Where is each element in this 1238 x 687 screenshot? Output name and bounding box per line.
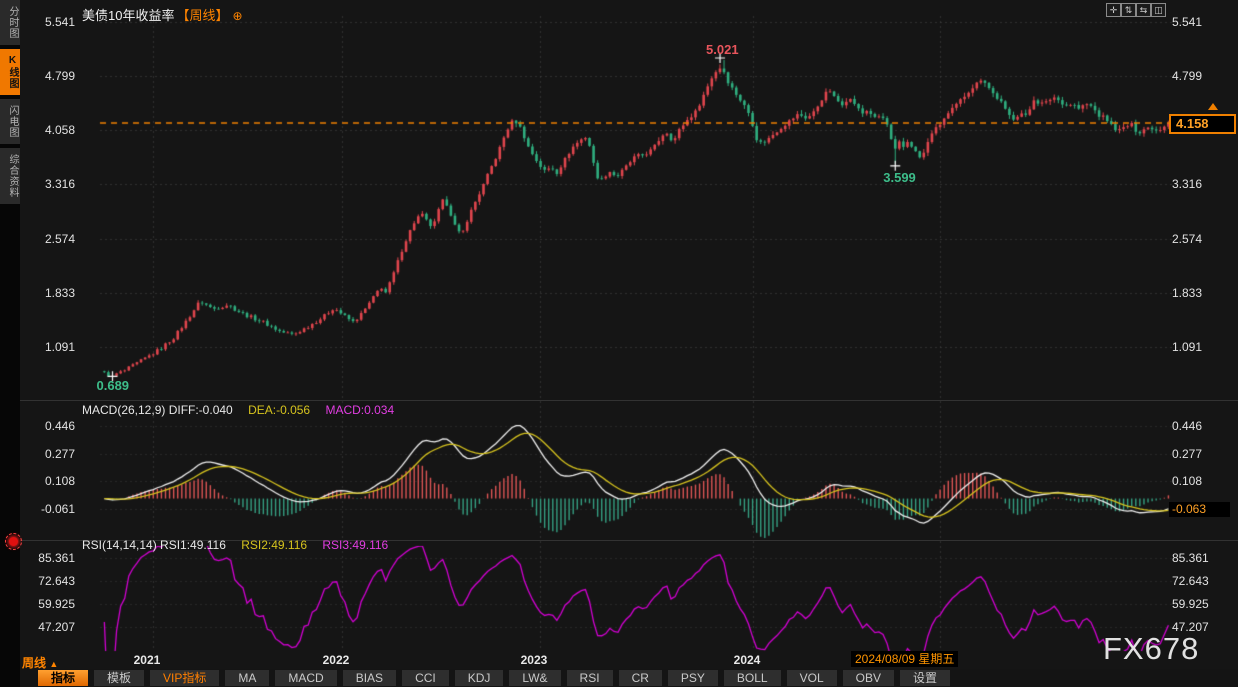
chart-type-sidebar: 分时图 K线图闪电图综合资料: [0, 0, 20, 687]
y-tick-label: 4.058: [44, 123, 75, 138]
y-tick-label: 0.446: [44, 419, 75, 433]
chart-root: [20, 0, 1238, 687]
last-price-box: 4.158: [1169, 114, 1236, 134]
period-mode-label: 【周线】: [176, 8, 229, 23]
y-tick-label: 0.108: [44, 474, 75, 488]
macd-diff-value: MACD(26,12,9) DIFF:-0.040: [82, 403, 233, 417]
chart-canvas[interactable]: [20, 0, 1238, 687]
y-tick-label: 3.316: [1172, 177, 1203, 192]
sidebar-item-K线图[interactable]: K线图: [0, 49, 20, 95]
toolbar-item-MACD[interactable]: MACD: [275, 670, 337, 686]
y-tick-label: 1.091: [44, 339, 75, 354]
x-axis-year-2024: 2024: [733, 653, 761, 667]
toolbar-item-VOL[interactable]: VOL: [786, 670, 837, 686]
x-axis-year-2023: 2023: [520, 653, 548, 667]
toolbar-item-OBV[interactable]: OBV: [842, 670, 894, 686]
price-up-arrow-icon: [1208, 103, 1218, 110]
panes-icon[interactable]: ◫: [1151, 3, 1166, 17]
macd-last-value-box: -0.063: [1169, 502, 1230, 517]
toolbar-item-LW&[interactable]: LW&: [509, 670, 561, 686]
toolbar-item-PSY[interactable]: PSY: [667, 670, 718, 686]
y-tick-label: 85.361: [1172, 551, 1209, 565]
add-compare-icon[interactable]: ⊕: [232, 9, 243, 23]
fx678-watermark: FX678: [1103, 631, 1200, 666]
fit-vertical-axis-icon[interactable]: ⇅: [1121, 3, 1136, 17]
toolbar-item-RSI[interactable]: RSI: [566, 670, 613, 686]
pan-crosshair-icon[interactable]: ✛: [1106, 3, 1121, 17]
cursor-date-box: 2024/08/09 星期五: [851, 651, 959, 667]
toolbar-item-指标[interactable]: 指标: [38, 670, 89, 686]
chart-title: 美债10年收益率 【周线】 ⊕: [82, 5, 243, 24]
panel-separator: [20, 540, 1238, 541]
x-axis-year-2021: 2021: [133, 653, 161, 667]
range-high-label: 5.021: [706, 41, 739, 57]
macd-dea-value: DEA:-0.056: [248, 403, 311, 417]
toolbar-item-CCI[interactable]: CCI: [402, 670, 449, 686]
toolbar-item-设置[interactable]: 设置: [899, 670, 950, 686]
toolbar-item-CR[interactable]: CR: [618, 670, 662, 686]
toolbar-item-KDJ[interactable]: KDJ: [454, 670, 504, 686]
y-tick-label: 59.925: [38, 597, 75, 611]
period-text: 周线: [22, 656, 47, 670]
y-tick-label: 4.799: [44, 69, 75, 84]
y-tick-label: 85.361: [38, 551, 75, 565]
sidebar-item-分时图[interactable]: 分时图: [0, 0, 20, 45]
alert-blink-icon[interactable]: [5, 533, 22, 550]
toolbar-item-MA[interactable]: MA: [225, 670, 270, 686]
y-tick-label: 1.091: [1172, 339, 1203, 354]
y-tick-label: 2.574: [1172, 231, 1203, 246]
y-tick-label: 4.799: [1172, 69, 1203, 84]
y-tick-label: 47.207: [1172, 620, 1209, 634]
y-tick-label: 1.833: [44, 285, 75, 300]
panel-separator: [20, 400, 1238, 401]
y-tick-label: 59.925: [1172, 597, 1209, 611]
y-tick-label: 0.446: [1172, 419, 1203, 433]
y-tick-label: 72.643: [1172, 574, 1209, 588]
cursor-price-label: 3.599: [883, 169, 916, 185]
y-tick-label: 47.207: [38, 620, 75, 634]
y-tick-label: -0.061: [40, 501, 75, 516]
indicator-toolbar: 指标 模板 VIP指标 MA MACD BIAS CCI KDJ LW& RSI CR PSY BOLL…: [20, 669, 1238, 687]
rsi3-value: RSI3:49.116: [322, 538, 389, 552]
x-axis-year-2022: 2022: [322, 653, 350, 667]
macd-header: MACD(26,12,9) DIFF:-0.040 DEA:-0.056 MAC…: [82, 403, 394, 417]
sidebar-item-综合资料[interactable]: 综合资料: [0, 148, 20, 204]
y-tick-label: 1.833: [1172, 285, 1203, 300]
y-tick-label: 0.108: [1172, 474, 1203, 488]
y-tick-label: 2.574: [44, 231, 75, 246]
toolbar-item-BIAS[interactable]: BIAS: [342, 670, 397, 686]
sidebar-item-闪电图[interactable]: 闪电图: [0, 99, 20, 144]
toolbar-item-VIP指标[interactable]: VIP指标: [150, 670, 220, 686]
toolbar-item-BOLL[interactable]: BOLL: [723, 670, 781, 686]
y-tick-label: 3.316: [44, 177, 75, 192]
chevron-up-icon: ▲: [49, 659, 59, 669]
rsi2-value: RSI2:49.116: [241, 538, 308, 552]
rsi1-value: RSI(14,14,14) RSI1:49.116: [82, 538, 226, 552]
fit-horizontal-axis-icon[interactable]: ⇆: [1136, 3, 1151, 17]
rsi-header: RSI(14,14,14) RSI1:49.116 RSI2:49.116 RS…: [82, 538, 388, 552]
y-tick-label: 0.277: [1172, 446, 1203, 461]
range-low-label: 0.689: [96, 378, 130, 394]
y-tick-label: 5.541: [44, 15, 75, 29]
toolbar-item-模板[interactable]: 模板: [94, 670, 145, 686]
y-tick-label: 5.541: [1172, 15, 1203, 29]
instrument-name: 美债10年收益率: [82, 8, 175, 23]
y-tick-label: 72.643: [38, 574, 75, 588]
period-dropdown[interactable]: 周线 ▲: [22, 654, 58, 671]
macd-hist-value: MACD:0.034: [325, 403, 395, 417]
y-tick-label: 0.277: [44, 446, 75, 461]
